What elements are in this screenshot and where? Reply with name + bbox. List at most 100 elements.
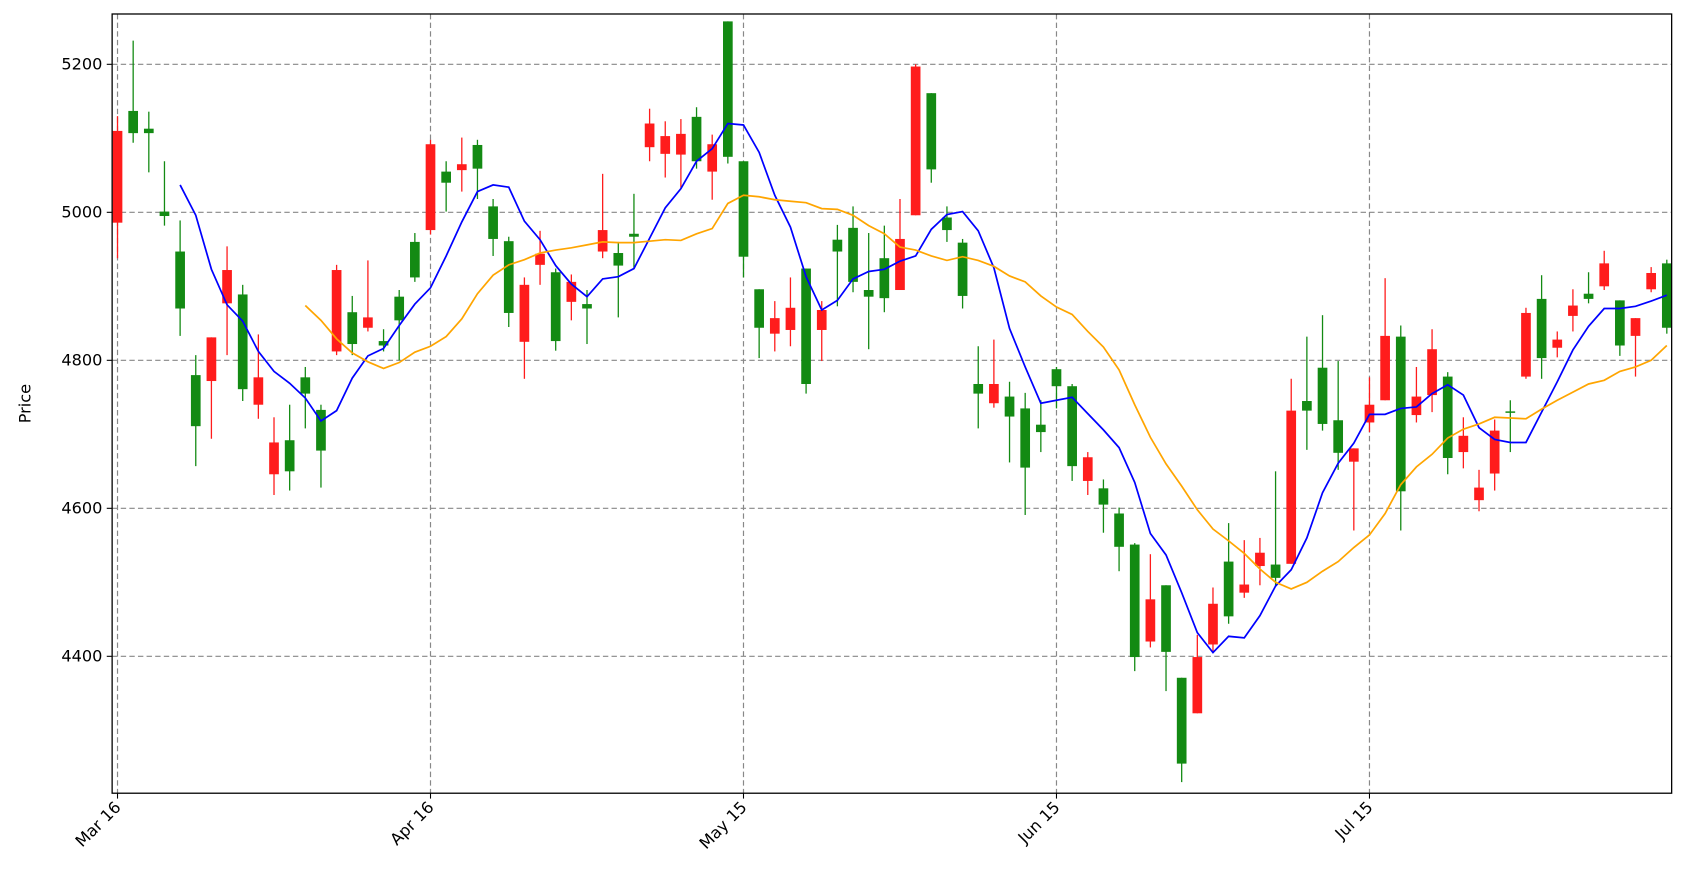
x-tick-label: Jun 15 bbox=[1014, 798, 1064, 848]
candle-body bbox=[284, 440, 295, 472]
candle-body bbox=[1098, 488, 1109, 505]
candle-body bbox=[1004, 396, 1015, 417]
candle-body bbox=[566, 281, 577, 302]
candle-body bbox=[1380, 335, 1390, 401]
candle-body bbox=[1630, 318, 1641, 336]
candle-body bbox=[691, 116, 702, 162]
candle-body bbox=[613, 253, 624, 266]
candle-body bbox=[676, 133, 686, 155]
candle-body bbox=[253, 377, 264, 405]
candle-body bbox=[112, 130, 123, 223]
candle-body bbox=[488, 206, 498, 239]
candle-body bbox=[1521, 312, 1531, 377]
candle-body bbox=[1568, 305, 1578, 316]
candle-body bbox=[801, 268, 811, 384]
y-tick-label: 4600 bbox=[61, 499, 102, 518]
candle-body bbox=[1145, 599, 1156, 642]
candle-body bbox=[300, 377, 311, 394]
candle-body bbox=[159, 211, 170, 217]
candle-body bbox=[879, 258, 890, 299]
y-tick-label: 5200 bbox=[61, 55, 102, 74]
candle-body bbox=[441, 171, 451, 183]
candle-body bbox=[410, 241, 420, 278]
moving-average-line bbox=[179, 122, 1668, 654]
candle-body bbox=[1599, 263, 1610, 287]
moving-average-line bbox=[304, 194, 1668, 590]
candle-body bbox=[863, 290, 874, 297]
candle-body bbox=[707, 144, 718, 172]
candle-body bbox=[1270, 564, 1281, 578]
y-tick-label: 5000 bbox=[61, 203, 102, 222]
candle-body bbox=[582, 304, 592, 309]
candle-body bbox=[363, 317, 373, 328]
candle-body bbox=[425, 144, 436, 231]
candle-body bbox=[316, 409, 326, 451]
candle-body bbox=[738, 161, 749, 257]
candle-body bbox=[1067, 386, 1077, 467]
candle-body bbox=[644, 123, 655, 148]
candle-body bbox=[1208, 603, 1218, 645]
candle-body bbox=[1223, 561, 1234, 617]
candle-body bbox=[269, 442, 279, 475]
x-tick-label: Jul 15 bbox=[1331, 798, 1377, 844]
candle-body bbox=[1442, 376, 1453, 458]
candle-body bbox=[472, 144, 483, 169]
candle-body bbox=[1317, 367, 1328, 424]
y-axis-label: Price bbox=[15, 384, 34, 423]
candle-body bbox=[503, 241, 514, 313]
candle-body bbox=[1192, 657, 1203, 714]
candle-body bbox=[1129, 544, 1140, 658]
candle-body bbox=[785, 307, 796, 330]
candle-body bbox=[629, 233, 639, 237]
candle-body bbox=[1114, 513, 1124, 547]
candle-body bbox=[832, 239, 843, 252]
candle-body bbox=[456, 164, 467, 171]
candle-body bbox=[926, 93, 937, 170]
candle-body bbox=[989, 383, 999, 404]
candle-body bbox=[1051, 369, 1062, 387]
candle-body bbox=[1161, 585, 1171, 652]
y-tick-label: 4800 bbox=[61, 351, 102, 370]
candle-body bbox=[723, 21, 733, 157]
candle-body bbox=[910, 66, 921, 216]
candle-body bbox=[597, 230, 608, 252]
candle-body bbox=[1474, 487, 1484, 501]
candle-body bbox=[1395, 336, 1406, 492]
candle-body bbox=[1489, 430, 1500, 474]
candle-body bbox=[1286, 410, 1297, 564]
candle-body bbox=[1082, 457, 1093, 481]
candle-body bbox=[378, 341, 389, 346]
candle-body bbox=[143, 128, 154, 134]
candle-body bbox=[1035, 424, 1046, 433]
candle-body bbox=[1646, 272, 1657, 290]
candle-body bbox=[769, 318, 780, 334]
candle-body bbox=[1333, 420, 1344, 453]
candle-body bbox=[550, 272, 561, 342]
plot-frame bbox=[111, 13, 1673, 794]
x-tick-label: Mar 16 bbox=[72, 798, 125, 851]
candle-body bbox=[1552, 339, 1563, 348]
candle-body bbox=[237, 294, 248, 390]
candle-body bbox=[754, 289, 764, 328]
candle-body bbox=[1505, 411, 1516, 413]
candle-body bbox=[1239, 584, 1250, 593]
candle-body bbox=[1255, 552, 1265, 567]
candle-body bbox=[895, 238, 905, 291]
x-tick-label: May 15 bbox=[695, 798, 750, 853]
candle-body bbox=[1458, 435, 1469, 453]
x-tick-label: Apr 16 bbox=[386, 798, 437, 849]
candle-body bbox=[660, 136, 671, 154]
candle-body bbox=[848, 227, 858, 282]
candle-body bbox=[394, 296, 405, 321]
candle-body bbox=[1176, 677, 1187, 764]
y-tick-label: 4400 bbox=[61, 647, 102, 666]
candle-body bbox=[942, 217, 952, 231]
candle-body bbox=[331, 270, 342, 352]
candle-body bbox=[519, 284, 530, 342]
candle-body bbox=[535, 253, 545, 265]
candle-body bbox=[1615, 300, 1625, 346]
candle-body bbox=[973, 383, 984, 394]
candle-body bbox=[1427, 349, 1437, 396]
candle-body bbox=[175, 251, 185, 309]
